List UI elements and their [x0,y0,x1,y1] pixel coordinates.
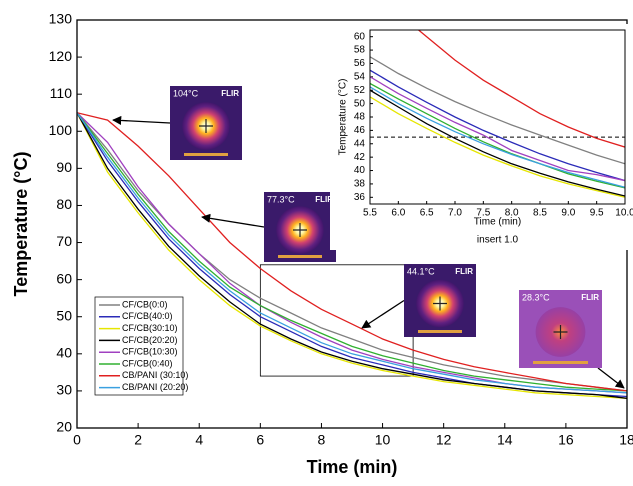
series-line [370,89,625,197]
x-axis-title: Time (min) [307,457,398,477]
x-tick-label: 8 [318,432,326,448]
zoom-box [259,264,414,377]
color-scale [533,361,588,364]
y-tick-label: 20 [56,419,72,435]
y-tick-label: 70 [56,233,72,249]
y-tick-label: 40 [56,345,72,361]
x-tick-label: 9.5 [590,208,604,219]
x-tick-label: 6.5 [420,208,434,219]
annotation-brand: FLIR [581,293,599,302]
annotation-label: 104°C [173,88,199,98]
y-tick-label: 60 [56,270,72,286]
crosshair [293,223,307,237]
series-group [77,112,627,399]
y-tick-label: 30 [56,382,72,398]
x-tick-label: 9.0 [561,208,575,219]
y-tick-label: 50 [354,98,366,109]
series-line [77,112,627,392]
x-tick-label: 2 [134,432,142,448]
x-tick-label: 7.5 [476,208,490,219]
y-tick-label: 80 [56,196,72,212]
y-tick-label: 120 [49,48,73,64]
y-axis-title: Temperature (°C) [338,79,349,156]
y-tick-label: 42 [354,152,366,163]
y-axis-title: Temperature (°C) [11,152,31,297]
x-tick-label: 6 [256,432,264,448]
annotation-label: 44.1°C [407,266,435,276]
y-tick-label: 40 [354,165,366,176]
annotation-label: 28.3°C [522,292,550,302]
annotation-arrow [361,299,405,329]
color-scale [184,153,228,156]
x-tick-label: 18 [619,432,633,448]
x-tick-label: 14 [497,432,513,448]
x-tick-label: 6.0 [391,208,405,219]
x-tick-label: 10 [375,432,391,448]
annotation-brand: FLIR [315,195,333,204]
legend-label: CF/CB(20:20) [122,335,178,345]
series-line [417,30,625,148]
series-line [370,96,625,198]
annotation-brand: FLIR [455,267,473,276]
y-tick-label: 52 [354,85,366,96]
color-scale [278,255,322,258]
legend-label: CB/PANI (20:20) [122,382,188,392]
color-scale [418,330,462,333]
y-tick-label: 130 [49,11,73,27]
crosshair [553,325,568,339]
annotation-label: 77.3°C [267,194,295,204]
series-line [370,86,625,188]
series-line [77,112,627,392]
y-tick-label: 54 [354,71,366,82]
x-tick-label: 8.0 [505,208,519,219]
y-tick-label: 50 [56,307,72,323]
series-group [370,30,625,198]
y-tick-label: 90 [56,159,72,175]
y-tick-label: 48 [354,112,366,123]
x-axis-title: Time (min) [474,217,521,228]
annotation-brand: FLIR [221,89,239,98]
series-line [370,69,625,182]
crosshair [199,119,213,133]
x-tick-label: 16 [558,432,574,448]
legend-label: CF/CB(30:10) [122,323,178,333]
crosshair [433,296,447,311]
x-tick-label: 8.5 [533,208,547,219]
series-line [370,56,625,165]
y-tick-label: 56 [354,58,366,69]
y-tick-label: 100 [49,122,73,138]
y-tick-label: 60 [354,31,366,42]
x-tick-label: 5.5 [363,208,377,219]
inset-caption: insert 1.0 [477,235,519,246]
x-tick-label: 4 [195,432,203,448]
series-line [370,76,625,182]
x-tick-label: 7.0 [448,208,462,219]
legend-label: CF/CB(0:40) [122,358,173,368]
legend-label: CF/CB(40:0) [122,311,173,321]
legend-label: CF/CB(10:30) [122,347,178,357]
annotation-arrow [112,115,171,125]
y-tick-label: 46 [354,125,366,136]
legend-label: CF/CB(0:0) [122,299,168,309]
y-tick-label: 44 [354,138,366,149]
annotation-arrow [201,213,265,228]
plot-frame [369,29,626,205]
legend-box [94,296,184,396]
x-tick-label: 0 [73,432,81,448]
y-tick-label: 38 [354,179,366,190]
series-line [77,112,627,394]
legend-label: CB/PANI (30:10) [122,370,188,380]
x-tick-label: 10.0 [615,208,633,219]
y-tick-label: 110 [50,85,73,101]
series-line [77,112,627,399]
annotation-arrow [597,367,625,389]
series-line [370,82,625,189]
series-line [77,112,627,399]
x-tick-label: 12 [436,432,452,448]
y-tick-label: 36 [354,192,366,203]
y-tick-label: 58 [354,45,366,56]
